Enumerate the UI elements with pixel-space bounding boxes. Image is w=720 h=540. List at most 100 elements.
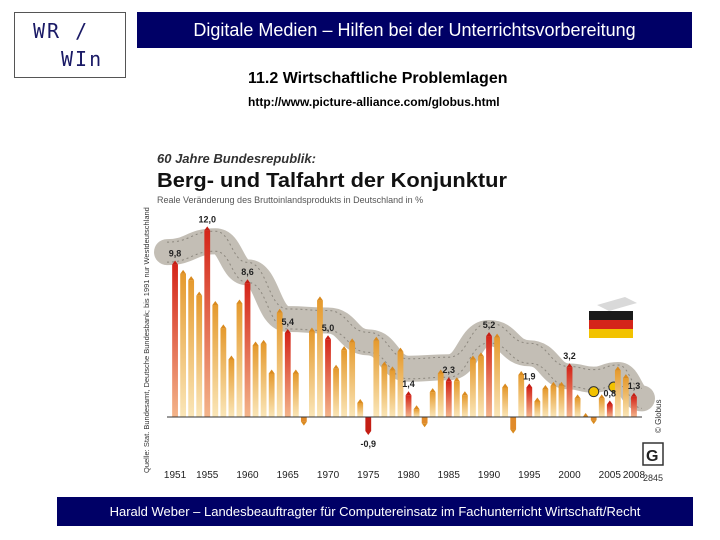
- globus-logo-letter: G: [646, 448, 658, 465]
- bar-tip-1952: [180, 269, 186, 274]
- data-label-1955: 12,0: [198, 214, 216, 224]
- bar-tip-1967: [300, 421, 307, 426]
- bar-1968: [309, 331, 315, 417]
- bar-tip-1957: [220, 324, 227, 329]
- x-tick-label-1975: 1975: [357, 470, 380, 481]
- bar-tip-1970: [325, 335, 331, 340]
- bar-tip-1964: [276, 308, 283, 313]
- bar-1955: [204, 230, 211, 417]
- bar-1966: [292, 373, 299, 417]
- header-title: Digitale Medien – Hilfen bei der Unterri…: [137, 12, 692, 48]
- x-tick-label-2000: 2000: [558, 470, 581, 481]
- data-label-1985: 2,3: [443, 365, 456, 375]
- bar-1965: [284, 333, 291, 417]
- bar-tip-1993: [510, 429, 517, 434]
- bar-1953: [188, 280, 195, 417]
- bar-1977: [381, 365, 388, 417]
- bar-1962: [260, 343, 267, 417]
- bar-tip-1983: [429, 388, 436, 393]
- bar-tip-1996: [534, 397, 541, 402]
- bar-1969: [317, 300, 323, 417]
- footer-text: Harald Weber – Landesbeauftragter für Co…: [57, 497, 693, 526]
- data-label-1980: 1,4: [402, 379, 415, 389]
- bar-tip-1958: [228, 355, 235, 360]
- x-tick-label-1955: 1955: [196, 470, 219, 481]
- bar-tip-1987: [461, 391, 468, 396]
- x-tick-label-1990: 1990: [478, 470, 501, 481]
- bar-tip-2008: [631, 392, 637, 397]
- data-label-1970: 5,0: [322, 323, 335, 333]
- bar-tip-2006: [614, 366, 621, 371]
- bar-2006: [614, 370, 621, 417]
- bar-tip-1960: [244, 279, 251, 284]
- trend-band: [154, 228, 655, 412]
- bar-2005: [606, 404, 613, 417]
- cart-wheel-0: [588, 386, 600, 398]
- bar-1999: [558, 385, 565, 417]
- x-tick-label-1995: 1995: [518, 470, 541, 481]
- data-label-1965: 5,4: [282, 317, 295, 327]
- slide-subtitle: 11.2 Wirtschaftliche Problemlagen: [248, 70, 508, 87]
- bar-tip-1979: [397, 347, 404, 352]
- bar-tip-1980: [405, 391, 412, 396]
- bar-1988: [470, 359, 476, 417]
- bar-1956: [212, 305, 219, 417]
- bar-1978: [389, 370, 396, 417]
- bar-tip-1995: [526, 383, 533, 388]
- bar-tip-1978: [389, 366, 396, 371]
- chart-copyright: © Globus: [654, 400, 663, 433]
- chart-background: [137, 143, 668, 488]
- bar-1973: [349, 342, 356, 417]
- bar-tip-1954: [196, 291, 203, 296]
- bar-1972: [341, 350, 348, 417]
- bar-tip-1955: [204, 226, 211, 231]
- bar-tip-1973: [349, 338, 356, 343]
- bar-tip-1982: [421, 423, 428, 428]
- data-label-2000: 3,2: [563, 351, 576, 361]
- bar-1985: [445, 381, 452, 417]
- bar-tip-1956: [212, 301, 219, 305]
- bar-1986: [453, 381, 460, 417]
- bar-tip-1981: [413, 405, 420, 410]
- bar-tip-2001: [574, 394, 581, 399]
- bar-tip-2005: [606, 400, 613, 405]
- bar-2000: [566, 367, 573, 417]
- bar-tip-2004: [598, 394, 605, 399]
- bar-1998: [550, 385, 557, 417]
- bar-1957: [220, 328, 227, 417]
- bar-tip-1966: [292, 369, 299, 374]
- bar-1967: [300, 417, 307, 422]
- bar-1964: [276, 312, 283, 417]
- bar-tip-1990: [486, 332, 492, 337]
- data-label-1951: 9,8: [169, 249, 182, 259]
- bar-1995: [526, 387, 533, 417]
- x-tick-label-2005: 2005: [599, 470, 622, 481]
- bar-1982: [421, 417, 428, 424]
- logo-text-line2: WIn: [61, 47, 104, 71]
- bar-1971: [333, 368, 339, 417]
- bar-tip-1989: [478, 352, 484, 357]
- bar-tip-2000: [566, 363, 573, 368]
- bar-1976: [373, 340, 380, 417]
- bar-tip-1984: [437, 369, 444, 374]
- trend-band-edge-bottom: [166, 250, 643, 409]
- bar-tip-1965: [284, 329, 291, 333]
- data-label-1995: 1,9: [523, 371, 536, 381]
- bar-tip-1971: [333, 364, 339, 369]
- bar-1951: [172, 264, 178, 417]
- bar-tip-1999: [558, 381, 565, 386]
- chart-title: Berg- und Talfahrt der Konjunktur: [157, 170, 507, 192]
- bar-tip-1961: [252, 341, 259, 346]
- x-tick-label-1960: 1960: [236, 470, 259, 481]
- x-tick-label-1985: 1985: [438, 470, 461, 481]
- bar-tip-1959: [236, 299, 243, 304]
- bar-1960: [244, 283, 251, 417]
- bar-1980: [405, 395, 412, 417]
- bar-tip-1991: [494, 333, 500, 338]
- bar-tip-1976: [373, 336, 380, 341]
- bar-tip-1962: [260, 339, 267, 344]
- bar-2008: [631, 396, 637, 417]
- data-label-1975: -0,9: [361, 439, 377, 449]
- bar-1990: [486, 336, 492, 417]
- bar-tip-1951: [172, 260, 178, 265]
